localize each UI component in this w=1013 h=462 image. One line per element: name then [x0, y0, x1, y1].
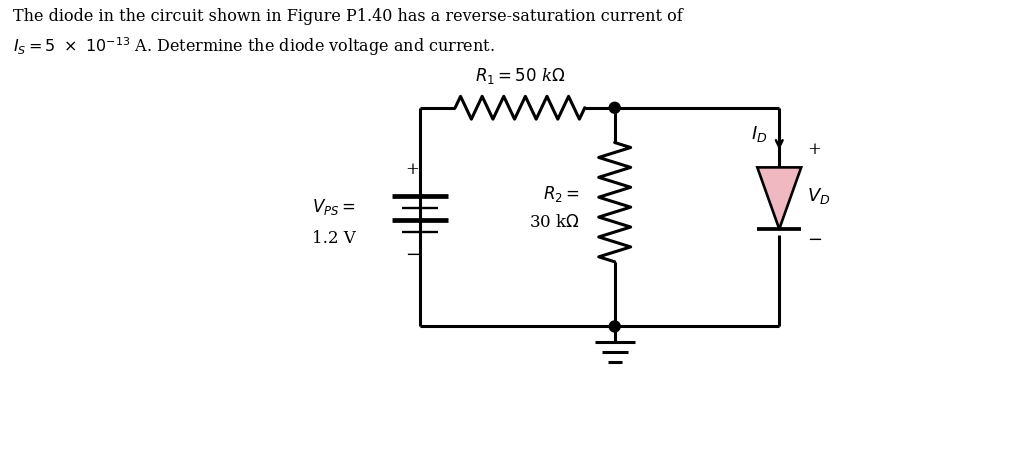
Circle shape: [609, 102, 620, 113]
Text: −: −: [405, 246, 419, 264]
Text: $R_1 = 50$ k$\Omega$: $R_1 = 50$ k$\Omega$: [475, 66, 565, 86]
Text: $V_D$: $V_D$: [807, 186, 831, 206]
Text: +: +: [807, 141, 822, 158]
Text: 30 k$\Omega$: 30 k$\Omega$: [529, 213, 579, 231]
Text: −: −: [807, 231, 823, 249]
Circle shape: [609, 321, 620, 332]
Text: $I_D$: $I_D$: [751, 124, 767, 144]
Text: $V_{PS} =$: $V_{PS} =$: [312, 197, 356, 217]
Text: +: +: [405, 161, 419, 178]
Text: 1.2 V: 1.2 V: [312, 231, 356, 248]
Polygon shape: [758, 167, 801, 229]
Text: $R_2 =$: $R_2 =$: [543, 184, 579, 204]
Text: $I_S = 5\ \times\ 10^{-13}$ A. Determine the diode voltage and current.: $I_S = 5\ \times\ 10^{-13}$ A. Determine…: [13, 35, 495, 58]
Text: The diode in the circuit shown in Figure P1.40 has a reverse-saturation current : The diode in the circuit shown in Figure…: [13, 8, 683, 25]
